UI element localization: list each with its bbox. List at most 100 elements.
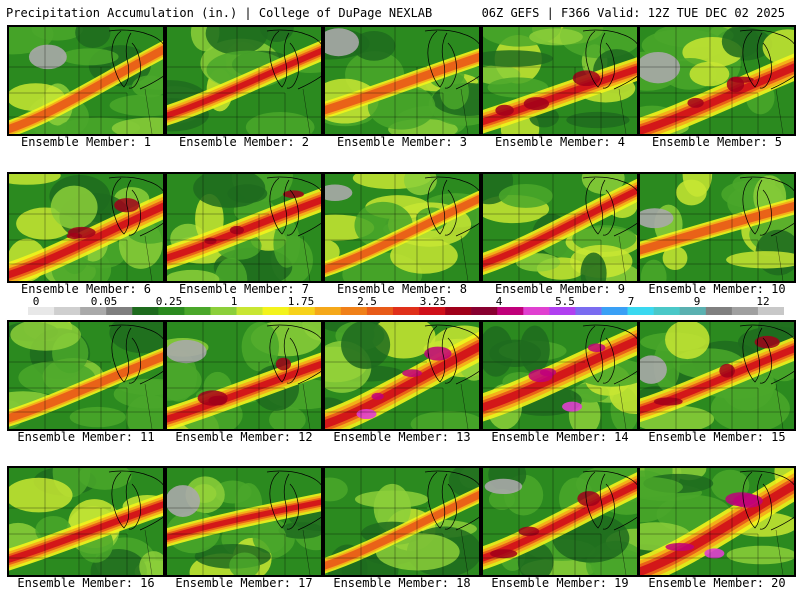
colorbar-swatch [158,307,185,315]
ensemble-member-label: Ensemble Member: 9 [494,282,626,296]
colorbar-tick-label: 0 [32,295,40,308]
precip-map-image [167,322,321,429]
colorbar-swatch [653,307,681,315]
ensemble-member-label: Ensemble Member: 14 [491,430,629,444]
precip-map [7,320,165,431]
precip-map-image [167,27,321,134]
colorbar-tick-label: 5.5 [555,295,575,308]
colorbar-tick-label: 7 [627,295,635,308]
precip-map [481,25,639,136]
colorbar-tick-label: 12 [756,295,770,308]
colorbar-swatch [28,307,55,315]
precip-map [638,320,796,431]
colorbar-swatch [627,307,654,315]
precip-map-image [9,174,163,281]
colorbar-swatch [705,307,733,315]
colorbar-tick-label: 1 [230,295,238,308]
ensemble-member-label: Ensemble Member: 20 [648,576,786,590]
model-run-info: 06Z GEFS | F366 Valid: 12Z TUE DEC 02 20… [481,6,785,20]
colorbar-swatch [549,307,576,315]
colorbar-swatch [679,307,707,315]
colorbar-swatch [314,307,342,315]
colorbar-swatch [288,307,316,315]
colorbar-swatch [184,307,211,315]
precip-map [165,25,323,136]
ensemble-member-label: Ensemble Member: 7 [178,282,310,296]
precip-map-image [640,27,794,134]
ensemble-member-label: Ensemble Member: 19 [491,576,629,590]
precip-map-image [325,468,479,575]
precip-map [165,172,323,283]
colorbar-scale [28,307,784,315]
colorbar-swatch [419,307,446,315]
precip-map [638,466,796,577]
ensemble-member-label: Ensemble Member: 13 [333,430,471,444]
precip-map-image [9,468,163,575]
precip-map [638,172,796,283]
precip-map [481,320,639,431]
ensemble-member-label: Ensemble Member: 12 [175,430,313,444]
precip-map [323,320,481,431]
colorbar-swatch [80,307,107,315]
ensemble-member-label: Ensemble Member: 17 [175,576,313,590]
colorbar-swatch [497,307,524,315]
ensemble-member-label: Ensemble Member: 18 [333,576,471,590]
colorbar-tick-label: 1.75 [287,295,315,308]
precip-map-image [483,468,637,575]
colorbar-swatch [445,307,472,315]
ensemble-member-label: Ensemble Member: 16 [17,576,155,590]
colorbar-swatch [262,307,289,315]
colorbar-tick-label: 4 [495,295,503,308]
precip-map [481,466,639,577]
precip-map-image [483,27,637,134]
colorbar-swatch [523,307,550,315]
ensemble-member-label: Ensemble Member: 15 [648,430,786,444]
colorbar-tick-label: 0.05 [90,295,118,308]
precip-map [638,25,796,136]
precip-map [165,320,323,431]
colorbar-swatch [106,307,133,315]
precip-map [323,25,481,136]
precip-map [7,25,165,136]
ensemble-member-label: Ensemble Member: 5 [651,135,783,149]
precip-map-image [167,174,321,281]
colorbar-swatch [601,307,628,315]
colorbar: 0 0.05 0.25 1 1.75 2.5 3.25 4 5.5 7 9 12 [0,296,800,320]
ensemble-member-label: Ensemble Member: 11 [17,430,155,444]
precip-map-image [483,174,637,281]
ensemble-member-label: Ensemble Member: 10 [648,282,786,296]
ensemble-member-label: Ensemble Member: 2 [178,135,310,149]
colorbar-tick-label: 0.25 [155,295,183,308]
ensemble-member-label: Ensemble Member: 8 [336,282,468,296]
precip-map-image [640,468,794,575]
precip-map-image [9,27,163,134]
ensemble-member-label: Ensemble Member: 6 [20,282,152,296]
colorbar-tick-label: 3.25 [419,295,447,308]
ensemble-member-label: Ensemble Member: 3 [336,135,468,149]
map-title: Precipitation Accumulation (in.) | Colle… [6,6,433,20]
precip-map [165,466,323,577]
precip-map-image [325,27,479,134]
colorbar-swatch [575,307,602,315]
precip-map [481,172,639,283]
ensemble-member-label: Ensemble Member: 4 [494,135,626,149]
colorbar-swatch [54,307,81,315]
colorbar-swatch [731,307,759,315]
colorbar-swatch [236,307,263,315]
precip-map-image [483,322,637,429]
precip-map-image [167,468,321,575]
colorbar-swatch [210,307,237,315]
precip-map-image [640,174,794,281]
colorbar-tick-label: 2.5 [357,295,377,308]
precip-map [323,172,481,283]
colorbar-swatch [757,307,784,315]
colorbar-swatch [366,307,394,315]
precip-map-image [9,322,163,429]
precip-map-image [640,322,794,429]
ensemble-member-label: Ensemble Member: 1 [20,135,152,149]
precip-map [7,466,165,577]
precip-map-image [325,174,479,281]
colorbar-swatch [392,307,420,315]
colorbar-swatch [132,307,159,315]
precip-map [323,466,481,577]
